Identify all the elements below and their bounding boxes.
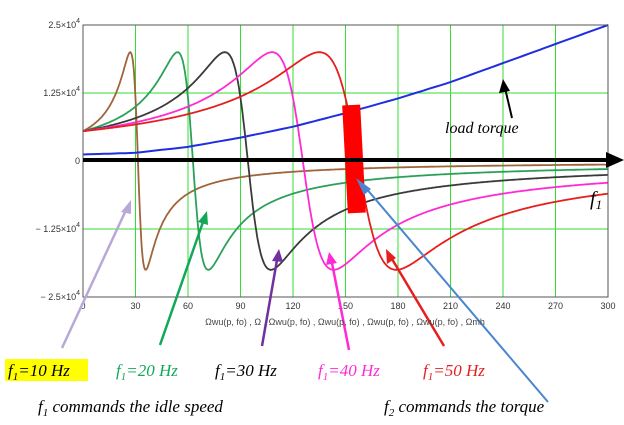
series-group (82, 24, 609, 271)
y-tick-label: 2.5×104 (48, 18, 80, 30)
arrow-f1-10-head (121, 200, 131, 214)
y-axis-ticks: 2.5×104 1.25×104 0 − 1.25×104 − 2.5×104 (36, 18, 81, 302)
arrow-f1-40-head (326, 252, 337, 265)
arrow-f2-torque (364, 186, 549, 403)
arrow-f1-40 (330, 262, 351, 351)
x-tick-label: 300 (600, 301, 615, 311)
load-torque-label: load torque (445, 120, 519, 137)
label-f1-10: f1=10 Hz (8, 361, 70, 383)
y-tick-label: 1.25×104 (43, 86, 80, 98)
x-tick-label: 210 (443, 301, 458, 311)
y-tick-label: 0 (75, 156, 80, 166)
load-torque-arrow-head (499, 79, 510, 93)
x-axis-title: Ωwu(p, fo) , Ω , Ωwu(p, fo) , Ωwu(p, fo)… (205, 317, 485, 327)
x-tick-label: 240 (495, 301, 510, 311)
label-f1-20: f1=20 Hz (116, 361, 178, 383)
arrow-f2-torque-head (356, 178, 371, 195)
x-tick-label: 120 (285, 301, 300, 311)
f1-axis-label: f1 (590, 188, 602, 212)
x-tick-label: 180 (390, 301, 405, 311)
label-f1-50: f1=50 Hz (423, 361, 485, 383)
caption-idle-speed: f1 commands the idle speed (38, 397, 223, 419)
x-tick-label: 30 (130, 301, 140, 311)
x-tick-label: 270 (548, 301, 563, 311)
label-f1-40: f1=40 Hz (318, 361, 380, 383)
arrow-f1-50-head (386, 249, 396, 264)
y-tick-label: − 2.5×104 (41, 290, 81, 302)
arrow-f1-30-head (272, 249, 283, 262)
x-tick-label: 90 (235, 301, 245, 311)
series-line-3 (82, 51, 609, 271)
x-tick-label: 60 (183, 301, 193, 311)
label-f1-30: f1=30 Hz (215, 361, 277, 383)
f1-axis-arrow-head (606, 152, 624, 168)
x-tick-label: 0 (80, 301, 85, 311)
load-torque-arrow-line (504, 87, 513, 119)
x-axis-ticks: 0 30 60 90 120 150 180 210 240 270 300 (80, 301, 615, 311)
series-line-1 (82, 51, 608, 271)
y-tick-label: − 1.25×104 (36, 222, 81, 234)
f1-10-highlight (5, 359, 88, 381)
arrow-f1-20-head (198, 211, 208, 225)
arrow-f1-30 (260, 259, 279, 347)
x-tick-label: 150 (338, 301, 353, 311)
annotation-arrows (60, 178, 549, 403)
series-line-0 (82, 51, 608, 271)
arrow-f1-10 (60, 209, 128, 349)
arrow-f1-20 (158, 221, 205, 346)
arrow-f1-50 (390, 258, 446, 347)
series-line-2 (82, 51, 608, 271)
caption-torque: f2 commands the torque (384, 397, 545, 419)
series-line-4 (82, 51, 609, 271)
